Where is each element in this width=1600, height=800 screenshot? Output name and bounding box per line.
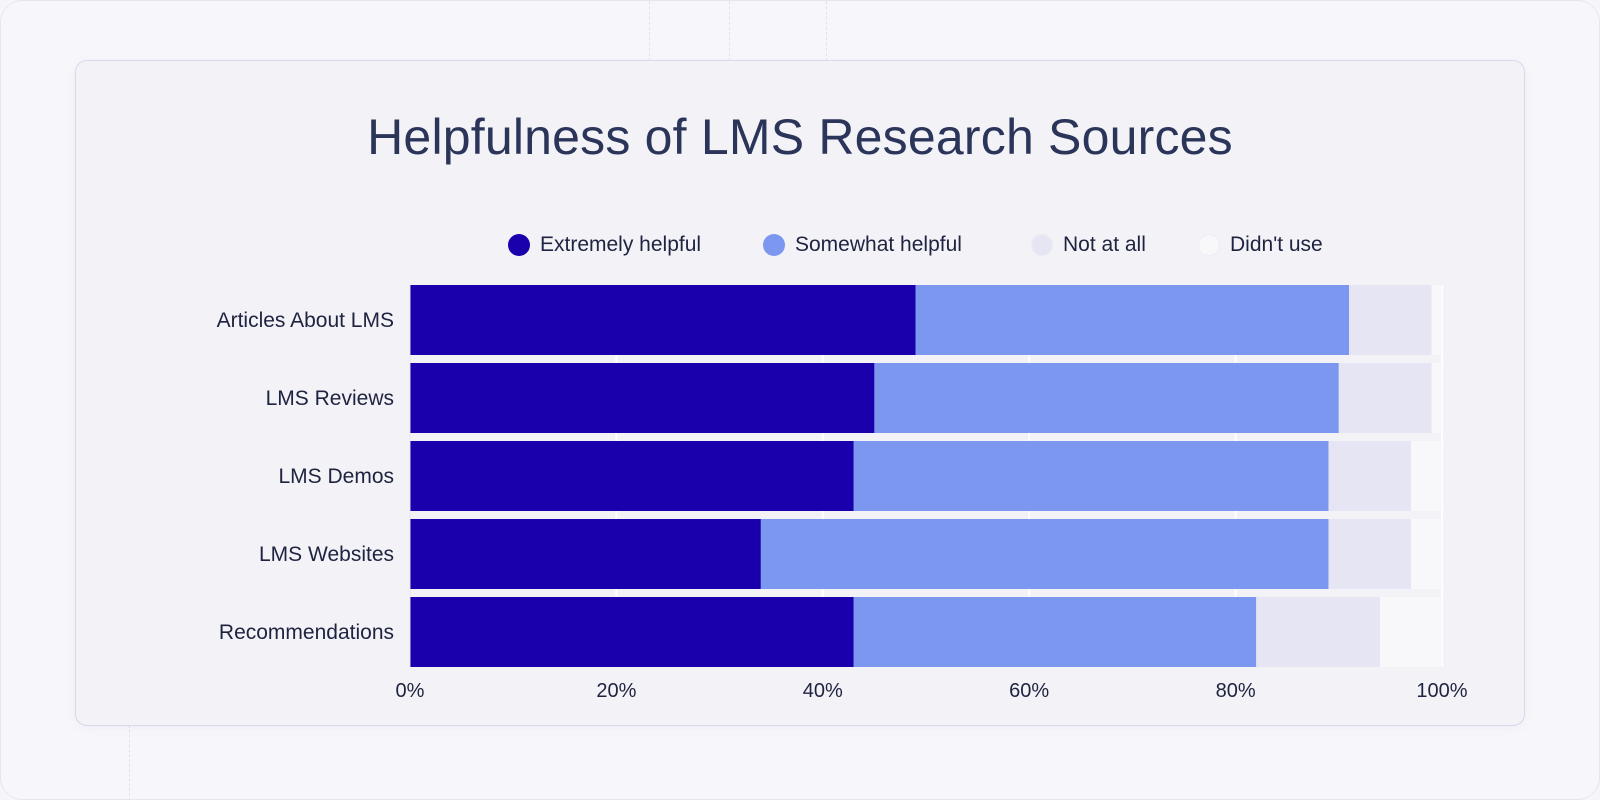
x-tick-label: 40% — [803, 680, 843, 702]
bar-segment — [410, 285, 916, 355]
decor-line — [729, 1, 730, 61]
bar-segment — [1411, 519, 1442, 589]
bar-segment — [410, 597, 854, 667]
legend-label: Somewhat helpful — [795, 233, 962, 256]
category-label: LMS Reviews — [266, 387, 394, 410]
x-tick-label: 60% — [1009, 680, 1049, 702]
legend-label: Extremely helpful — [540, 233, 702, 256]
legend-swatch — [508, 234, 530, 256]
legend-item: Not at all — [1031, 230, 1146, 260]
bar-segment — [853, 441, 1329, 511]
bar-segment — [1380, 597, 1442, 667]
legend-swatch — [763, 234, 785, 256]
category-label: LMS Websites — [259, 543, 394, 566]
bar-segment — [1338, 363, 1432, 433]
decor-line — [129, 725, 130, 799]
category-label: Articles About LMS — [217, 309, 394, 332]
legend-item: Didn't use — [1198, 230, 1323, 260]
x-tick-label: 80% — [1216, 680, 1256, 702]
bar-segment — [1349, 285, 1432, 355]
category-label: LMS Demos — [278, 465, 394, 488]
bar-segment — [1431, 285, 1442, 355]
bar-segment — [1256, 597, 1381, 667]
decor-line — [826, 1, 827, 61]
legend-item: Extremely helpful — [508, 230, 701, 260]
bar-segment — [410, 519, 761, 589]
category-label: Recommendations — [219, 621, 394, 644]
bar-segment — [410, 363, 875, 433]
bar-segment — [915, 285, 1350, 355]
legend-label: Not at all — [1063, 233, 1146, 256]
bar-segment — [874, 363, 1339, 433]
x-tick-label: 20% — [596, 680, 636, 702]
legend-label: Didn't use — [1230, 233, 1323, 256]
bar-segment — [1411, 441, 1442, 511]
x-tick-label: 0% — [396, 680, 425, 702]
bar-segment — [853, 597, 1257, 667]
bar-segment — [1431, 363, 1442, 433]
legend-swatch — [1031, 234, 1053, 256]
bar-segment — [760, 519, 1329, 589]
bar-segment — [1328, 441, 1412, 511]
bar-segment — [410, 441, 854, 511]
x-tick-label: 100% — [1416, 680, 1467, 702]
legend-item: Somewhat helpful — [763, 230, 962, 260]
legend-swatch — [1198, 234, 1220, 256]
bar-segment — [1328, 519, 1412, 589]
chart-title: Helpfulness of LMS Research Sources — [367, 109, 1233, 165]
decor-line — [649, 1, 650, 61]
